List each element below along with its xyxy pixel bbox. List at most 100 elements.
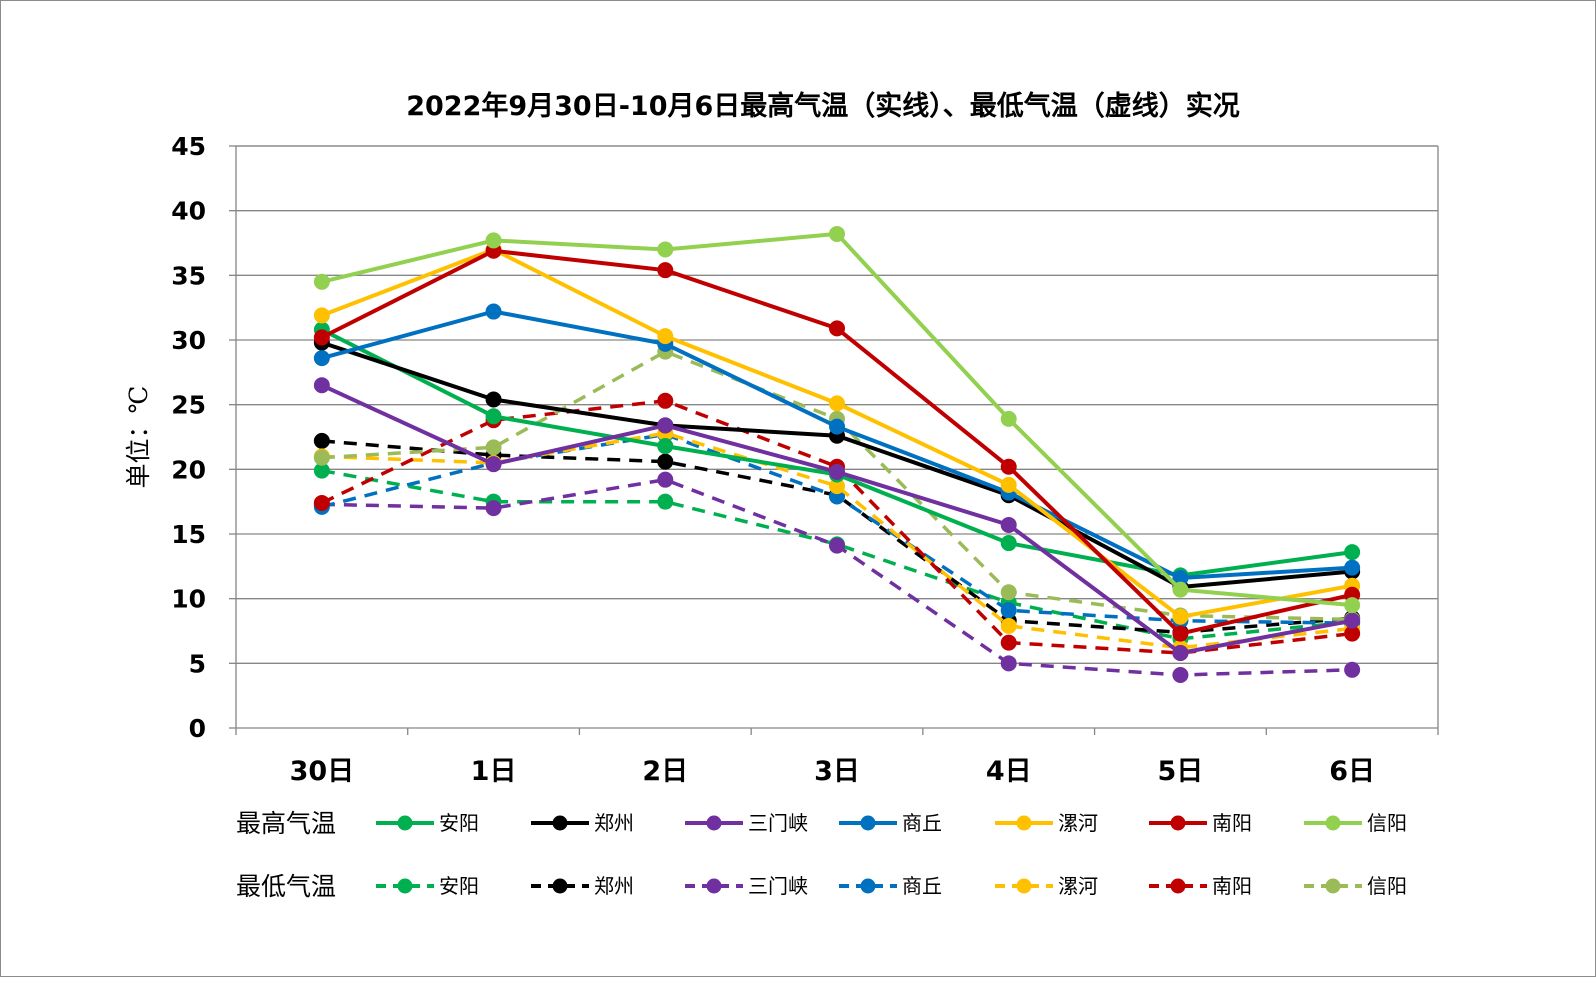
legend-entry-最低气温-郑州: 郑州 xyxy=(531,874,634,898)
legend-entry-最高气温-安阳: 安阳 xyxy=(376,811,479,835)
y-tick-label: 40 xyxy=(171,197,206,226)
data-point xyxy=(1000,602,1017,619)
data-point xyxy=(1344,544,1361,561)
chart-title: 2022年9月30日-10月6日最高气温（实线）、最低气温（虚线）实况 xyxy=(406,90,1240,122)
legend-entry-label: 三门峡 xyxy=(748,874,808,898)
data-point xyxy=(485,500,502,517)
data-point xyxy=(313,449,330,466)
data-point xyxy=(313,307,330,324)
y-tick-label: 15 xyxy=(171,520,206,549)
legend-entry-最高气温-三门峡: 三门峡 xyxy=(685,811,808,835)
legend-row-label: 最低气温 xyxy=(236,872,336,901)
data-point xyxy=(313,432,330,449)
legend-entry-label: 南阳 xyxy=(1212,811,1252,835)
data-point xyxy=(829,537,845,554)
y-tick-label: 5 xyxy=(189,649,206,678)
data-point xyxy=(1172,666,1189,683)
data-point xyxy=(1172,581,1189,598)
legend-swatch-marker xyxy=(397,815,413,831)
y-tick-label: 25 xyxy=(171,391,206,420)
data-point xyxy=(313,329,330,346)
legend-entry-最低气温-三门峡: 三门峡 xyxy=(685,874,808,898)
legend-swatch-marker xyxy=(1170,878,1186,894)
legend-row-label: 最高气温 xyxy=(236,809,336,838)
y-tick-label: 30 xyxy=(171,326,206,355)
data-point xyxy=(1172,644,1189,661)
legend-swatch-marker xyxy=(706,878,722,894)
data-point xyxy=(1172,625,1189,642)
data-point xyxy=(1344,661,1361,678)
data-point xyxy=(1000,410,1017,427)
data-point xyxy=(485,456,502,473)
data-point xyxy=(829,395,845,412)
data-point xyxy=(1344,597,1361,614)
y-tick-label: 35 xyxy=(171,261,206,290)
y-tick-label: 0 xyxy=(189,714,206,743)
legend-swatch-marker xyxy=(1016,878,1032,894)
series-最高气温-信阳 xyxy=(313,225,1361,614)
data-point xyxy=(485,391,502,408)
legend-entry-最高气温-信阳: 信阳 xyxy=(1304,811,1407,835)
legend-entry-label: 漯河 xyxy=(1058,811,1098,835)
data-point xyxy=(1172,608,1189,625)
data-point xyxy=(657,392,674,409)
y-tick-label: 20 xyxy=(171,455,206,484)
legend-entry-label: 三门峡 xyxy=(748,811,808,835)
legend-swatch-marker xyxy=(1325,815,1341,831)
data-point xyxy=(485,303,502,320)
legend-swatch-marker xyxy=(1170,815,1186,831)
data-point xyxy=(485,408,502,425)
legend-swatch-marker xyxy=(706,815,722,831)
data-point xyxy=(829,463,845,480)
x-tick-label: 5日 xyxy=(1158,756,1204,787)
legend-entry-最低气温-漯河: 漯河 xyxy=(995,874,1098,898)
legend-swatch-marker xyxy=(1325,878,1341,894)
data-point xyxy=(313,494,330,511)
legend-swatch-marker xyxy=(1016,815,1032,831)
x-tick-label: 6日 xyxy=(1329,756,1375,787)
data-point xyxy=(485,232,502,249)
legend-entry-label: 信阳 xyxy=(1367,874,1407,898)
series-最低气温-三门峡 xyxy=(313,471,1361,683)
data-point xyxy=(1000,476,1017,493)
series-最高气温-三门峡 xyxy=(313,377,1361,661)
legend-entry-最高气温-郑州: 郑州 xyxy=(531,811,634,835)
data-point xyxy=(829,320,845,337)
x-tick-label: 2日 xyxy=(642,756,688,787)
y-tick-label: 45 xyxy=(171,132,206,161)
legend-entry-最高气温-漯河: 漯河 xyxy=(995,811,1098,835)
data-point xyxy=(829,418,845,435)
data-point xyxy=(657,438,674,455)
data-point xyxy=(657,241,674,258)
series-lines xyxy=(313,225,1361,683)
legend-entry-label: 信阳 xyxy=(1367,811,1407,835)
x-tick-label: 4日 xyxy=(986,756,1032,787)
data-point xyxy=(313,377,330,394)
legend-entry-最低气温-南阳: 南阳 xyxy=(1149,874,1252,898)
data-point xyxy=(657,328,674,345)
y-axis-label: 单位：℃ xyxy=(124,386,153,489)
series-最高气温-南阳 xyxy=(313,242,1361,642)
data-point xyxy=(1000,535,1017,552)
data-point xyxy=(313,273,330,290)
legend-swatch-marker xyxy=(860,878,876,894)
data-point xyxy=(1344,559,1361,576)
legend-entry-最高气温-南阳: 南阳 xyxy=(1149,811,1252,835)
legend-entry-最低气温-商丘: 商丘 xyxy=(839,874,942,898)
y-tick-label: 10 xyxy=(171,585,206,614)
legend-entry-最低气温-信阳: 信阳 xyxy=(1304,874,1407,898)
legend-swatch-marker xyxy=(397,878,413,894)
legend-entry-label: 安阳 xyxy=(439,811,479,835)
legend-entry-label: 郑州 xyxy=(594,874,634,898)
data-point xyxy=(1000,516,1017,533)
x-tick-label: 3日 xyxy=(814,756,860,787)
legend-entry-label: 商丘 xyxy=(902,874,942,898)
legend-entry-label: 南阳 xyxy=(1212,874,1252,898)
legend-entry-label: 商丘 xyxy=(902,811,942,835)
x-tick-label: 1日 xyxy=(471,756,517,787)
legend-swatch-marker xyxy=(552,815,568,831)
data-point xyxy=(1000,584,1017,601)
